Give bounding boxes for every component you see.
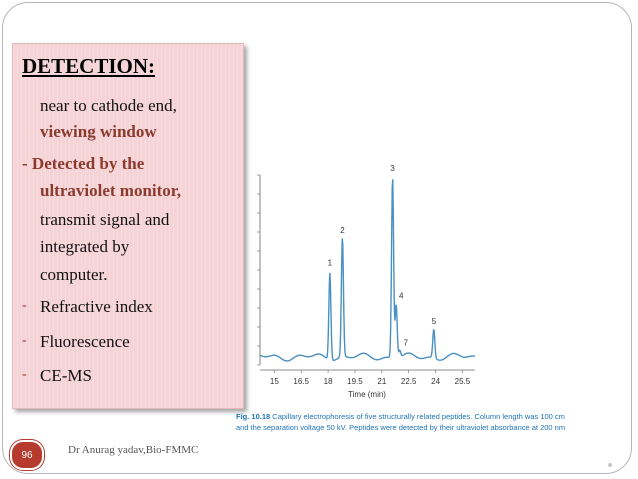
footer-author: Dr Anurag yadav,Bio-FMMC — [68, 444, 199, 456]
peak-label-4: 4 — [399, 291, 404, 300]
bullet-refractive-index: Refractive index — [40, 297, 153, 316]
caption-text-line-1: Capillary electrophoresis of five struct… — [272, 412, 565, 421]
x-tick-label: 21 — [377, 377, 386, 386]
figure-caption: Fig. 10.18 Capillary electrophoresis of … — [236, 411, 565, 433]
x-tick-label: 22.5 — [401, 377, 417, 386]
page-number-badge: 96 — [10, 440, 44, 470]
peak-label-1: 1 — [328, 259, 333, 268]
slide-heading: DETECTION: — [22, 54, 156, 78]
chart-svg: 1 2 3 4 5 7 15 16.5 18 19.5 21 22.5 24 25.5 Time (mi… — [257, 164, 476, 399]
x-tick-label: 16.5 — [293, 377, 309, 386]
text-line-3: - Detected by the — [22, 154, 145, 173]
bullet-dash-1: - — [22, 298, 27, 313]
peak-label-3: 3 — [390, 165, 395, 173]
bullet-ce-ms: CE-MS — [40, 366, 92, 385]
text-line-4: ultraviolet monitor, — [40, 181, 182, 200]
x-tick-label: 24 — [431, 377, 440, 386]
bullet-fluorescence: Fluorescence — [40, 332, 130, 351]
x-tick-label: 18 — [324, 377, 333, 386]
caption-text-line-2: and the separation voltage 50 kV. Peptid… — [236, 423, 566, 432]
bullet-dash-3: - — [22, 367, 27, 382]
electropherogram-trace — [259, 179, 476, 362]
peak-label-5: 5 — [432, 317, 437, 326]
x-tick-label: 15 — [270, 377, 279, 386]
peak-label-7: 7 — [404, 339, 409, 348]
electropherogram-chart: 1 2 3 4 5 7 15 16.5 18 19.5 21 22.5 24 25.5 Time (mi… — [240, 164, 485, 405]
x-tick-label: 25.5 — [455, 377, 471, 386]
peak-label-2: 2 — [340, 226, 345, 235]
corner-dot — [608, 463, 612, 467]
text-line-5: transmit signal and — [40, 210, 170, 229]
x-axis-label: Time (min) — [348, 390, 386, 399]
text-line-1: near to cathode end, — [40, 96, 177, 115]
caption-figure-number: Fig. 10.18 — [236, 412, 271, 421]
text-content-box — [12, 43, 244, 409]
text-line-6: integrated by — [40, 237, 130, 256]
peak-labels: 1 2 3 4 5 7 — [328, 164, 437, 348]
bullet-dash-2: - — [22, 333, 27, 348]
text-line-2: viewing window — [40, 122, 157, 141]
x-tick-label: 19.5 — [347, 377, 363, 386]
x-tick-labels: 15 16.5 18 19.5 21 22.5 24 25.5 — [270, 370, 471, 386]
text-line-7: computer. — [40, 265, 108, 284]
chart-axes — [257, 174, 475, 371]
